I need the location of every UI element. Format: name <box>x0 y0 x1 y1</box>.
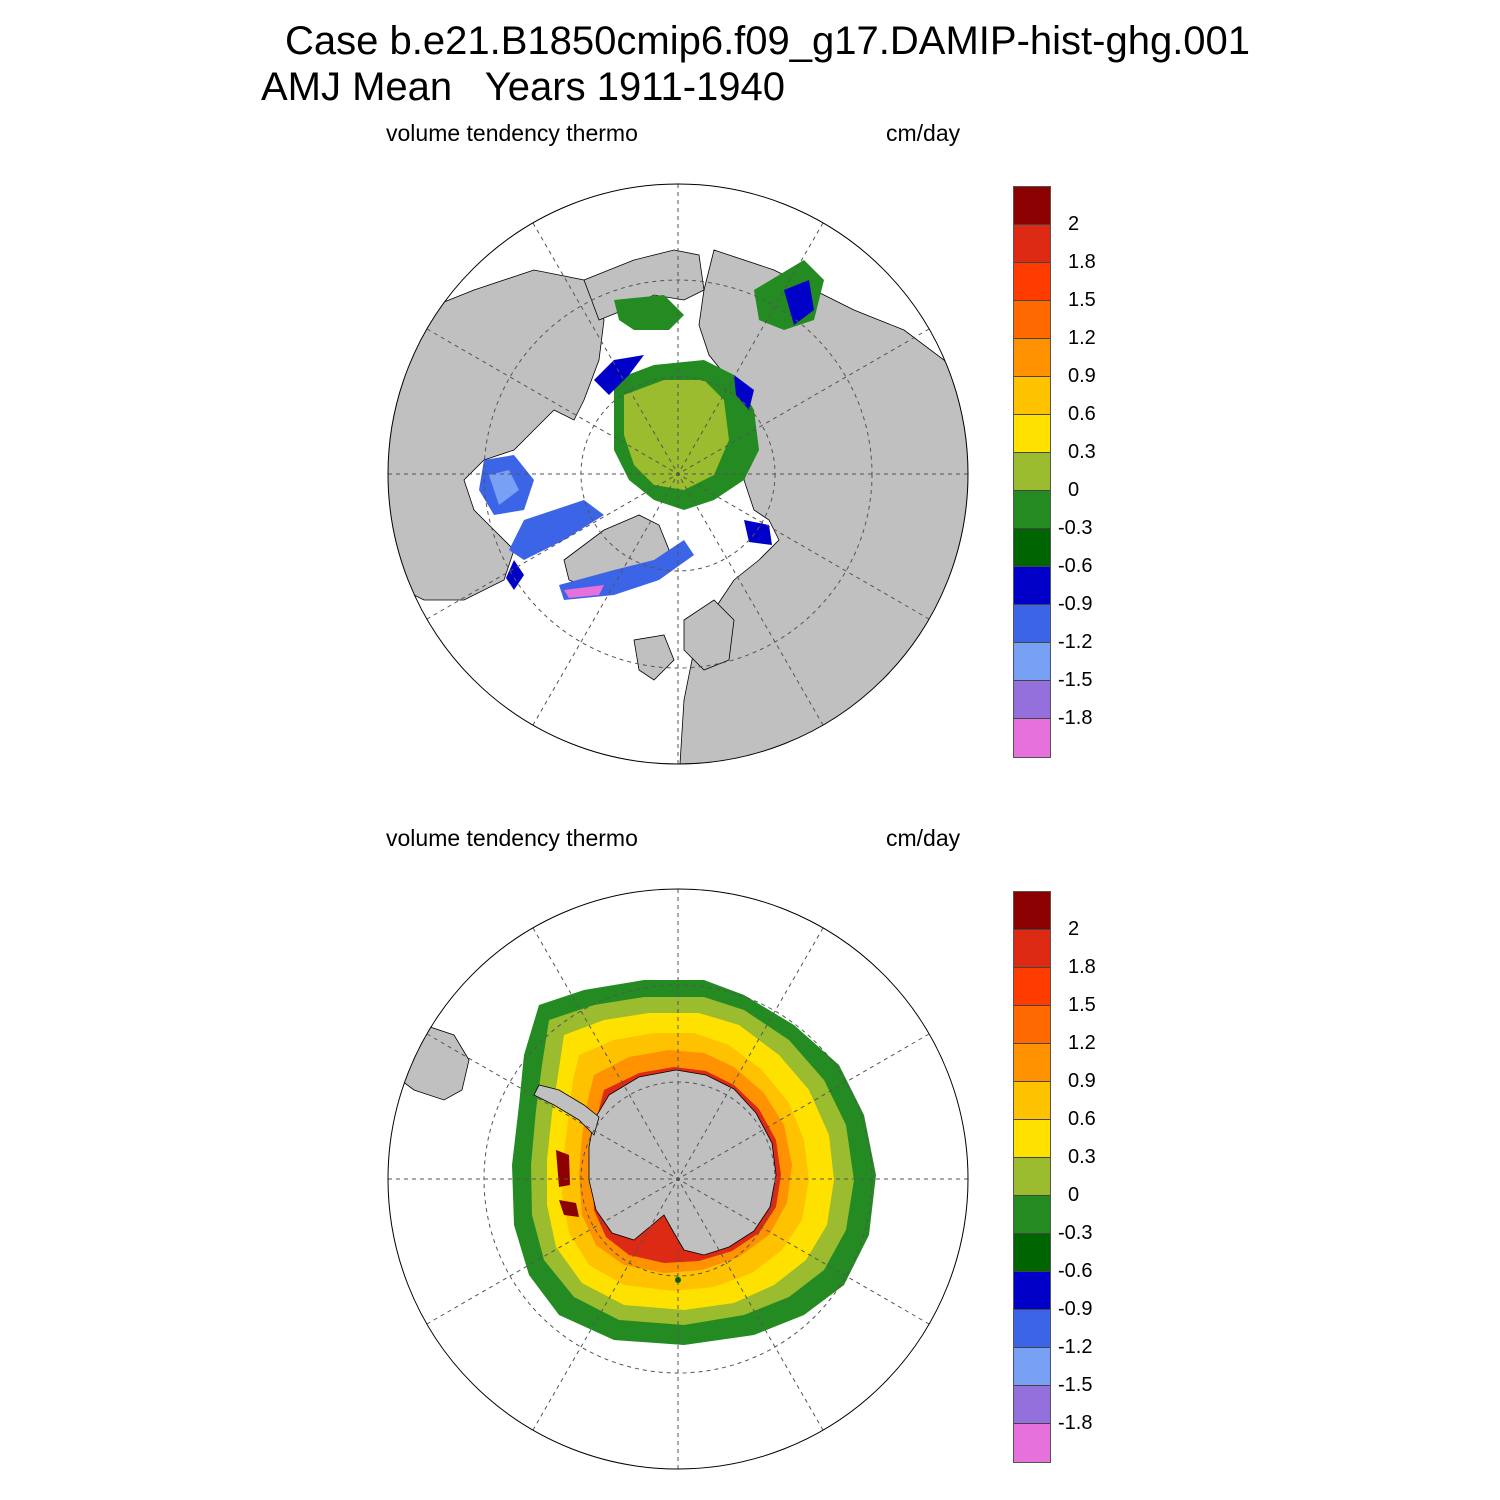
north-colorbar-swatch <box>1014 491 1050 529</box>
arctic-land <box>388 249 968 764</box>
south-colorbar-swatch <box>1014 1196 1050 1234</box>
south-panel-units-label: cm/day <box>886 825 961 851</box>
south-colorbar-swatch <box>1014 930 1050 968</box>
north-colorbar-swatch <box>1014 377 1050 415</box>
north-colorbar-swatch <box>1014 719 1050 757</box>
south-colorbar-tick-label: 0.6 <box>1068 1108 1096 1130</box>
south-colorbar-tick-label: -1.8 <box>1058 1412 1093 1434</box>
antarctic-polar-map <box>387 888 969 1470</box>
south-colorbar-tick-label: -0.3 <box>1058 1222 1093 1244</box>
south-colorbar-tick-label: 1.2 <box>1068 1032 1096 1054</box>
north-colorbar-swatch <box>1014 681 1050 719</box>
south-colorbar-tick-label: 2 <box>1068 918 1080 940</box>
south-colorbar-tick-label: 0.3 <box>1068 1146 1096 1168</box>
figure-title-case: Case b.e21.B1850cmip6.f09_g17.DAMIP-hist… <box>285 19 1251 63</box>
antarctic-map-border <box>387 888 969 1470</box>
north-colorbar <box>1013 186 1051 758</box>
south-colorbar-tick-label: -0.6 <box>1058 1260 1093 1282</box>
south-colorbar-swatch <box>1014 968 1050 1006</box>
north-colorbar-swatch <box>1014 643 1050 681</box>
north-colorbar-tick-label: 0.9 <box>1068 365 1096 387</box>
south-colorbar-swatch <box>1014 1348 1050 1386</box>
south-colorbar-tick-label: -1.5 <box>1058 1374 1093 1396</box>
north-colorbar-tick-label: -1.2 <box>1058 631 1093 653</box>
north-colorbar-swatch <box>1014 263 1050 301</box>
south-colorbar-tick-label: 0 <box>1068 1184 1080 1206</box>
south-colorbar-swatch <box>1014 1424 1050 1462</box>
south-colorbar-swatch <box>1014 892 1050 930</box>
north-colorbar-tick-label: 0.6 <box>1068 403 1096 425</box>
south-panel-variable-label: volume tendency thermo <box>386 825 638 851</box>
south-colorbar-tick-label: -1.2 <box>1058 1336 1093 1358</box>
south-colorbar-swatch <box>1014 1006 1050 1044</box>
north-colorbar-swatch <box>1014 339 1050 377</box>
north-colorbar-swatch <box>1014 605 1050 643</box>
north-colorbar-swatch <box>1014 225 1050 263</box>
south-colorbar-tick-label: 1.8 <box>1068 956 1096 978</box>
figure-title-period: AMJ Mean Years 1911-1940 <box>261 65 786 109</box>
south-colorbar-swatch <box>1014 1082 1050 1120</box>
south-colorbar-swatch <box>1014 1386 1050 1424</box>
north-colorbar-swatch <box>1014 453 1050 491</box>
north-colorbar-swatch <box>1014 301 1050 339</box>
north-colorbar-tick-label: 1.5 <box>1068 289 1096 311</box>
south-colorbar-tick-label: -0.9 <box>1058 1298 1093 1320</box>
arctic-tendency-field <box>479 260 824 600</box>
north-panel-units-label: cm/day <box>886 120 961 146</box>
arctic-graticule <box>388 184 968 764</box>
north-colorbar-swatch <box>1014 187 1050 225</box>
south-colorbar-tick-label: 0.9 <box>1068 1070 1096 1092</box>
south-colorbar-swatch <box>1014 1310 1050 1348</box>
antarctic-graticule <box>388 889 968 1469</box>
south-colorbar <box>1013 891 1051 1463</box>
north-colorbar-tick-label: 0 <box>1068 479 1080 501</box>
north-colorbar-tick-label: 1.8 <box>1068 251 1096 273</box>
south-colorbar-swatch <box>1014 1044 1050 1082</box>
arctic-polar-map <box>387 183 969 765</box>
antarctic-isolated-cell <box>675 1277 681 1283</box>
north-colorbar-tick-label: 1.2 <box>1068 327 1096 349</box>
north-colorbar-tick-label: -0.9 <box>1058 593 1093 615</box>
antarctic-land <box>393 1024 777 1256</box>
north-panel-variable-label: volume tendency thermo <box>386 120 638 146</box>
north-colorbar-tick-label: -1.5 <box>1058 669 1093 691</box>
north-colorbar-tick-label: 2 <box>1068 213 1080 235</box>
south-colorbar-swatch <box>1014 1120 1050 1158</box>
north-colorbar-tick-label: -0.6 <box>1058 555 1093 577</box>
south-colorbar-swatch <box>1014 1158 1050 1196</box>
south-colorbar-tick-label: 1.5 <box>1068 994 1096 1016</box>
north-colorbar-swatch <box>1014 415 1050 453</box>
north-colorbar-tick-label: -0.3 <box>1058 517 1093 539</box>
north-colorbar-tick-label: 0.3 <box>1068 441 1096 463</box>
north-colorbar-swatch <box>1014 529 1050 567</box>
south-colorbar-swatch <box>1014 1234 1050 1272</box>
arctic-map-border <box>387 183 969 765</box>
south-colorbar-swatch <box>1014 1272 1050 1310</box>
north-colorbar-tick-label: -1.8 <box>1058 707 1093 729</box>
north-colorbar-swatch <box>1014 567 1050 605</box>
